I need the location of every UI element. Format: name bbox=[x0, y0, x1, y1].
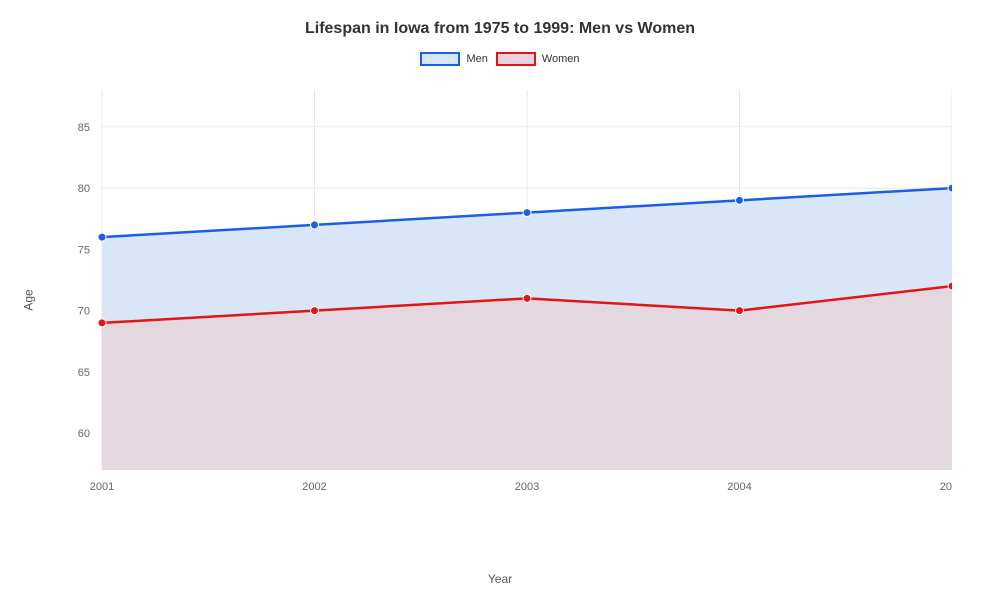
legend-swatch-men bbox=[420, 52, 460, 66]
svg-text:80: 80 bbox=[78, 183, 90, 195]
legend-swatch-women bbox=[496, 52, 536, 66]
svg-text:2002: 2002 bbox=[302, 481, 326, 493]
legend: Men Women bbox=[0, 52, 1000, 66]
svg-text:75: 75 bbox=[78, 244, 90, 256]
legend-label-men: Men bbox=[466, 53, 487, 65]
legend-item-women: Women bbox=[496, 52, 580, 66]
svg-text:2005: 2005 bbox=[940, 481, 952, 493]
plot-area: 60 65 70 75 80 85 2001 2002 2003 2004 2005 bbox=[72, 90, 952, 510]
svg-text:60: 60 bbox=[78, 428, 90, 440]
chart-svg: 60 65 70 75 80 85 2001 2002 2003 2004 2005 bbox=[72, 90, 952, 510]
x-axis-label: Year bbox=[488, 572, 512, 586]
svg-text:65: 65 bbox=[78, 367, 90, 379]
svg-text:2004: 2004 bbox=[727, 481, 751, 493]
y-axis-label: Age bbox=[22, 289, 36, 310]
svg-text:70: 70 bbox=[78, 306, 90, 318]
svg-text:2003: 2003 bbox=[515, 481, 539, 493]
legend-label-women: Women bbox=[542, 53, 580, 65]
svg-text:85: 85 bbox=[78, 122, 90, 134]
chart-title: Lifespan in Iowa from 1975 to 1999: Men … bbox=[0, 0, 1000, 38]
legend-item-men: Men bbox=[420, 52, 487, 66]
svg-text:2001: 2001 bbox=[90, 481, 114, 493]
chart-container: Lifespan in Iowa from 1975 to 1999: Men … bbox=[0, 0, 1000, 600]
